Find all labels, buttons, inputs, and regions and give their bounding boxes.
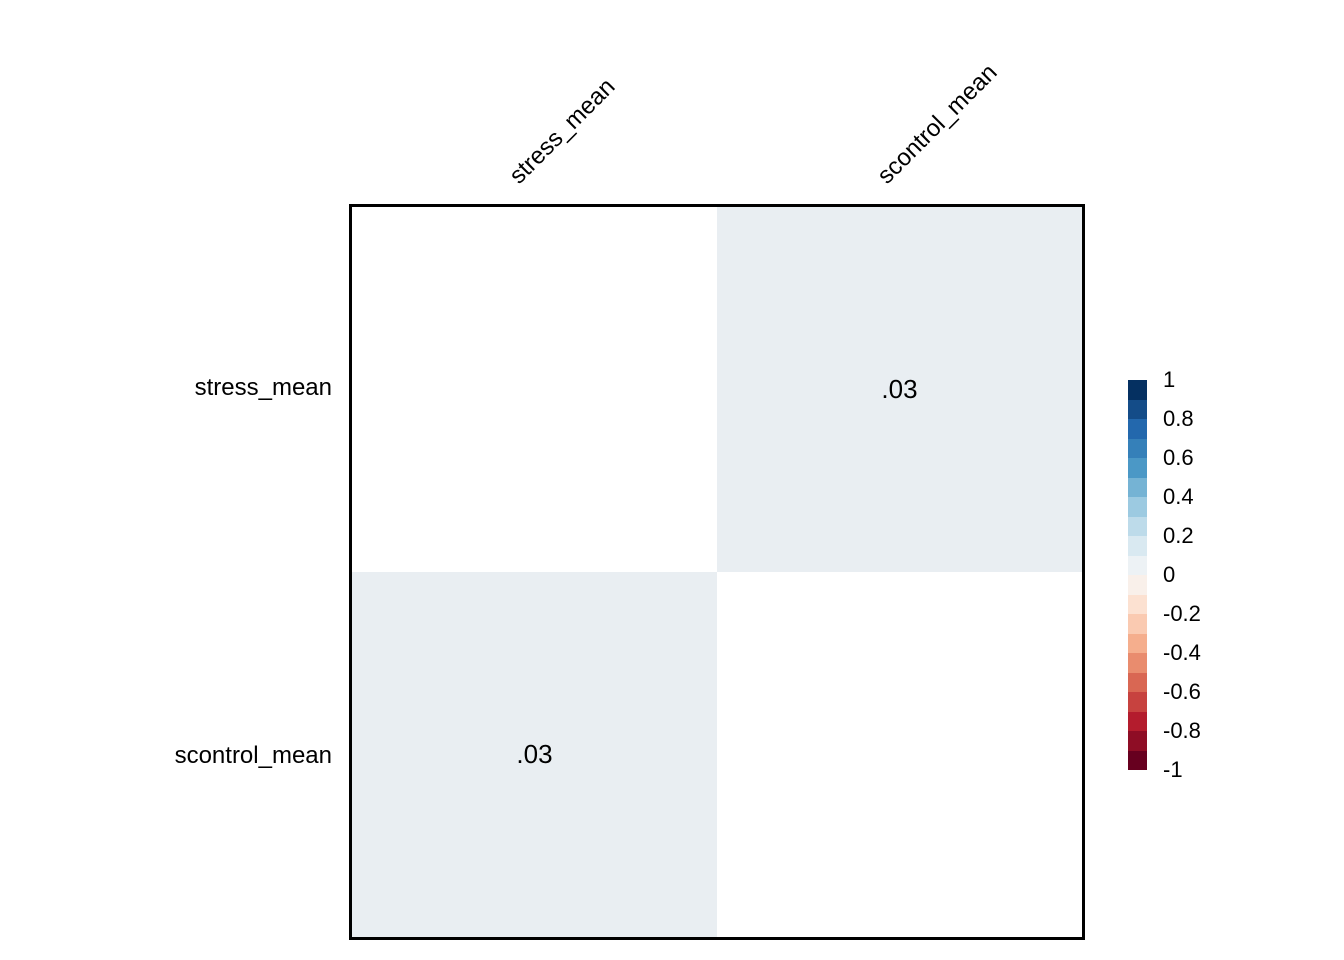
row-label-stress-mean: stress_mean <box>194 374 332 401</box>
row-label-scontrol-mean: scontrol_mean <box>174 742 332 769</box>
colorbar-segment <box>1128 399 1147 419</box>
matrix-cell: .03 <box>717 207 1082 572</box>
colorbar-segment <box>1128 594 1147 614</box>
colorbar-segment <box>1128 477 1147 497</box>
matrix-cell <box>717 572 1082 937</box>
colorbar-tick-label: 0.8 <box>1163 406 1194 431</box>
colorbar-segment <box>1128 536 1147 556</box>
colorbar-tick-label: -0.6 <box>1163 679 1201 704</box>
correlation-matrix: .03 .03 <box>349 204 1085 940</box>
colorbar-segment <box>1128 653 1147 673</box>
colorbar-tick-label: 0.4 <box>1163 484 1194 509</box>
matrix-cell: .03 <box>352 572 717 937</box>
colorbar-segment <box>1128 380 1147 400</box>
colorbar-segment <box>1128 458 1147 478</box>
colorbar-tick-label: -0.4 <box>1163 640 1201 665</box>
colorbar-tick-label: -0.8 <box>1163 718 1201 743</box>
colorbar-segment <box>1128 497 1147 517</box>
colorbar-segment <box>1128 711 1147 731</box>
colorbar-segment <box>1128 516 1147 536</box>
colorbar-segment <box>1128 672 1147 692</box>
colorbar-tick-label: 1 <box>1163 367 1176 392</box>
colorbar-tick-label: -1 <box>1163 757 1183 782</box>
colorbar-tick-label: 0 <box>1163 562 1176 587</box>
column-label-scontrol-mean: scontrol_mean <box>872 58 1003 190</box>
colorbar-segment <box>1128 692 1147 712</box>
colorbar-segment <box>1128 419 1147 439</box>
colorbar <box>1128 380 1147 770</box>
colorbar-tick-label: 0.2 <box>1163 523 1194 548</box>
colorbar-segment <box>1128 633 1147 653</box>
colorbar-tick-label: -0.2 <box>1163 601 1201 626</box>
colorbar-segment <box>1128 438 1147 458</box>
colorbar-segment <box>1128 614 1147 634</box>
column-label-stress-mean: stress_mean <box>504 73 621 190</box>
colorbar-segment <box>1128 731 1147 751</box>
colorbar-tick-label: 0.6 <box>1163 445 1194 470</box>
colorbar-segment <box>1128 555 1147 575</box>
colorbar-segment <box>1128 750 1147 770</box>
matrix-cell <box>352 207 717 572</box>
colorbar-segment <box>1128 575 1147 595</box>
colorbar-ticks: 1 0.8 0.6 0.4 0.2 0 -0.2 -0.4 -0.6 -0.8 -1 <box>1163 367 1243 782</box>
